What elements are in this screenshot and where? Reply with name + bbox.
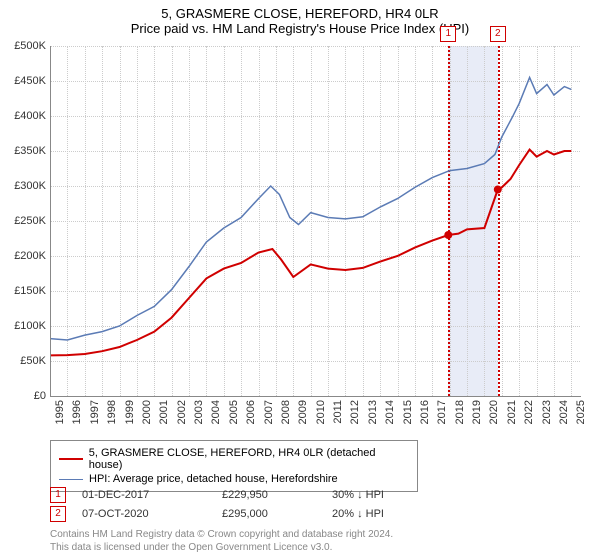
chart-container: 5, GRASMERE CLOSE, HEREFORD, HR4 0LR Pri… (0, 0, 600, 560)
legend-swatch (59, 479, 83, 480)
x-tick-label: 2007 (263, 400, 275, 424)
x-tick-label: 2019 (471, 400, 483, 424)
x-tick-label: 2016 (419, 400, 431, 424)
y-tick-label: £500K (2, 40, 46, 52)
x-tick-label: 2011 (332, 400, 344, 424)
chart: £0£50K£100K£150K£200K£250K£300K£350K£400… (50, 46, 580, 396)
marker-label: 1 (440, 26, 456, 42)
x-tick-label: 1996 (71, 400, 83, 424)
title-sub: Price paid vs. HM Land Registry's House … (0, 21, 600, 36)
transaction-date: 07-OCT-2020 (82, 508, 222, 520)
x-tick-label: 1998 (106, 400, 118, 424)
x-tick-label: 2000 (141, 400, 153, 424)
y-tick-label: £0 (2, 390, 46, 402)
x-tick-label: 2023 (541, 400, 553, 424)
x-tick-label: 2014 (384, 400, 396, 424)
x-tick-label: 2009 (297, 400, 309, 424)
marker-label: 2 (490, 26, 506, 42)
transaction-badge: 1 (50, 487, 66, 503)
title-block: 5, GRASMERE CLOSE, HEREFORD, HR4 0LR Pri… (0, 0, 600, 36)
x-tick-label: 2021 (506, 400, 518, 424)
x-tick-label: 2008 (280, 400, 292, 424)
x-tick-label: 2022 (523, 400, 535, 424)
plot-border (50, 46, 581, 397)
x-tick-label: 2002 (176, 400, 188, 424)
x-tick-label: 1995 (54, 400, 66, 424)
x-tick-label: 1999 (124, 400, 136, 424)
x-tick-label: 2018 (454, 400, 466, 424)
x-tick-label: 2017 (436, 400, 448, 424)
y-tick-label: £450K (2, 75, 46, 87)
transaction-row: 1 01-DEC-2017£229,95030% ↓ HPI (50, 487, 432, 503)
x-tick-label: 2024 (558, 400, 570, 424)
y-tick-label: £400K (2, 110, 46, 122)
y-tick-label: £150K (2, 285, 46, 297)
x-tick-label: 1997 (89, 400, 101, 424)
x-tick-label: 2025 (575, 400, 587, 424)
y-tick-label: £300K (2, 180, 46, 192)
footer: Contains HM Land Registry data © Crown c… (50, 528, 393, 554)
footer-line2: This data is licensed under the Open Gov… (50, 541, 393, 554)
y-tick-label: £200K (2, 250, 46, 262)
x-tick-label: 2005 (228, 400, 240, 424)
transaction-price: £229,950 (222, 489, 332, 501)
transaction-badge: 2 (50, 506, 66, 522)
x-tick-label: 2003 (193, 400, 205, 424)
x-tick-label: 2020 (488, 400, 500, 424)
transaction-price: £295,000 (222, 508, 332, 520)
legend-swatch (59, 458, 83, 460)
x-tick-label: 2004 (210, 400, 222, 424)
y-tick-label: £250K (2, 215, 46, 227)
title-address: 5, GRASMERE CLOSE, HEREFORD, HR4 0LR (0, 6, 600, 21)
x-tick-label: 2012 (349, 400, 361, 424)
footer-line1: Contains HM Land Registry data © Crown c… (50, 528, 393, 541)
y-tick-label: £50K (2, 355, 46, 367)
transaction-delta: 20% ↓ HPI (332, 508, 432, 520)
x-tick-label: 2001 (158, 400, 170, 424)
x-tick-label: 2010 (315, 400, 327, 424)
y-tick-label: £350K (2, 145, 46, 157)
y-tick-label: £100K (2, 320, 46, 332)
x-tick-label: 2006 (245, 400, 257, 424)
x-tick-label: 2015 (402, 400, 414, 424)
transaction-row: 2 07-OCT-2020£295,00020% ↓ HPI (50, 506, 432, 522)
legend-label: 5, GRASMERE CLOSE, HEREFORD, HR4 0LR (de… (89, 447, 409, 471)
transaction-delta: 30% ↓ HPI (332, 489, 432, 501)
legend-item: 5, GRASMERE CLOSE, HEREFORD, HR4 0LR (de… (59, 447, 409, 471)
transactions-table: 1 01-DEC-2017£229,95030% ↓ HPI 2 07-OCT-202… (50, 484, 432, 525)
transaction-date: 01-DEC-2017 (82, 489, 222, 501)
x-tick-label: 2013 (367, 400, 379, 424)
